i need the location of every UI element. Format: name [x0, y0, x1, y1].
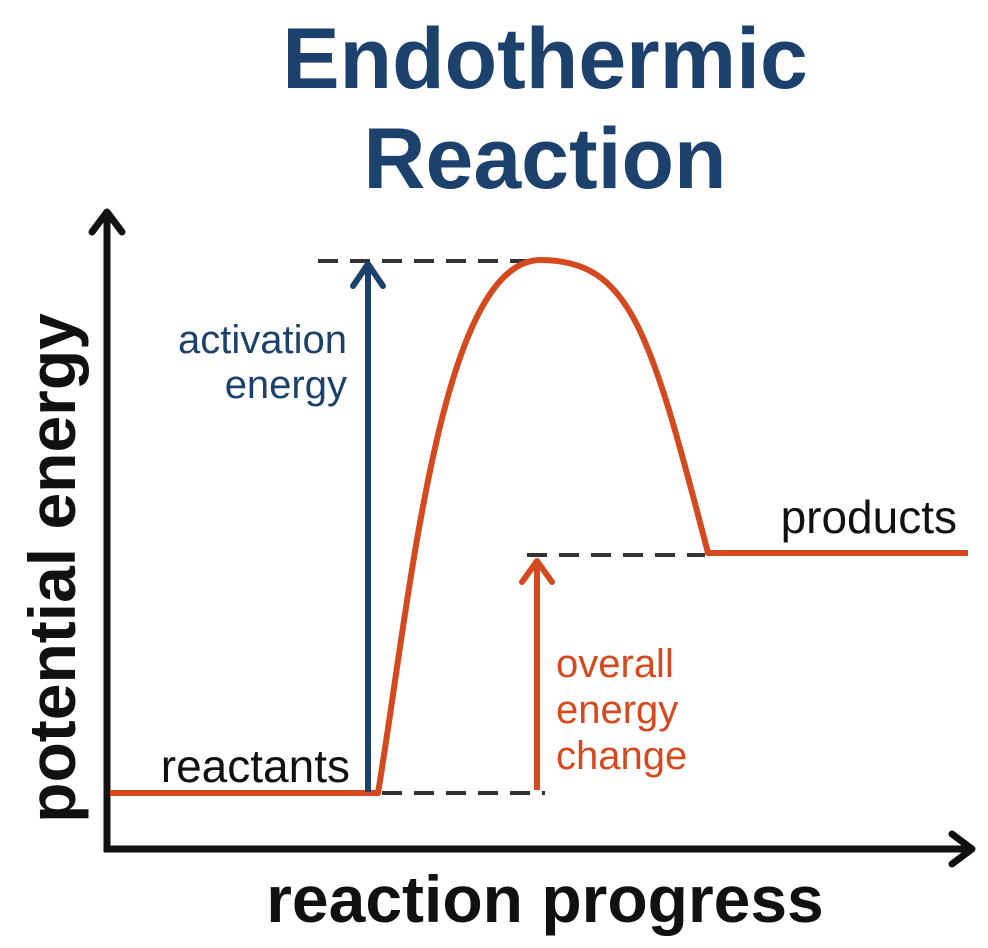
title-line-1: Endothermic [282, 11, 808, 107]
axes [88, 208, 976, 868]
overall-energy-change-label-line-1: overall [556, 642, 674, 686]
overall-energy-change-label-line-2: energy [556, 688, 678, 732]
overall-energy-change-arrow [519, 558, 555, 790]
overall-energy-change-label-line-3: change [556, 734, 687, 778]
activation-energy-label-line-1: activation [178, 318, 347, 362]
x-axis-label: reaction progress [266, 862, 824, 936]
arrow-up-icon [350, 261, 386, 289]
reference-dashes [318, 259, 705, 795]
activation-energy-label-line-2: energy [225, 363, 347, 407]
title-line-2: Reaction [363, 111, 726, 207]
arrow-up-icon [519, 558, 555, 585]
reactants-label: reactants [161, 740, 350, 792]
arrow-up-icon [88, 208, 126, 236]
activation-energy-arrow [350, 261, 386, 792]
reaction-curve [110, 257, 968, 796]
arrow-right-icon [948, 830, 976, 868]
y-axis-label: potential energy [15, 313, 89, 823]
products-label: products [781, 491, 957, 543]
